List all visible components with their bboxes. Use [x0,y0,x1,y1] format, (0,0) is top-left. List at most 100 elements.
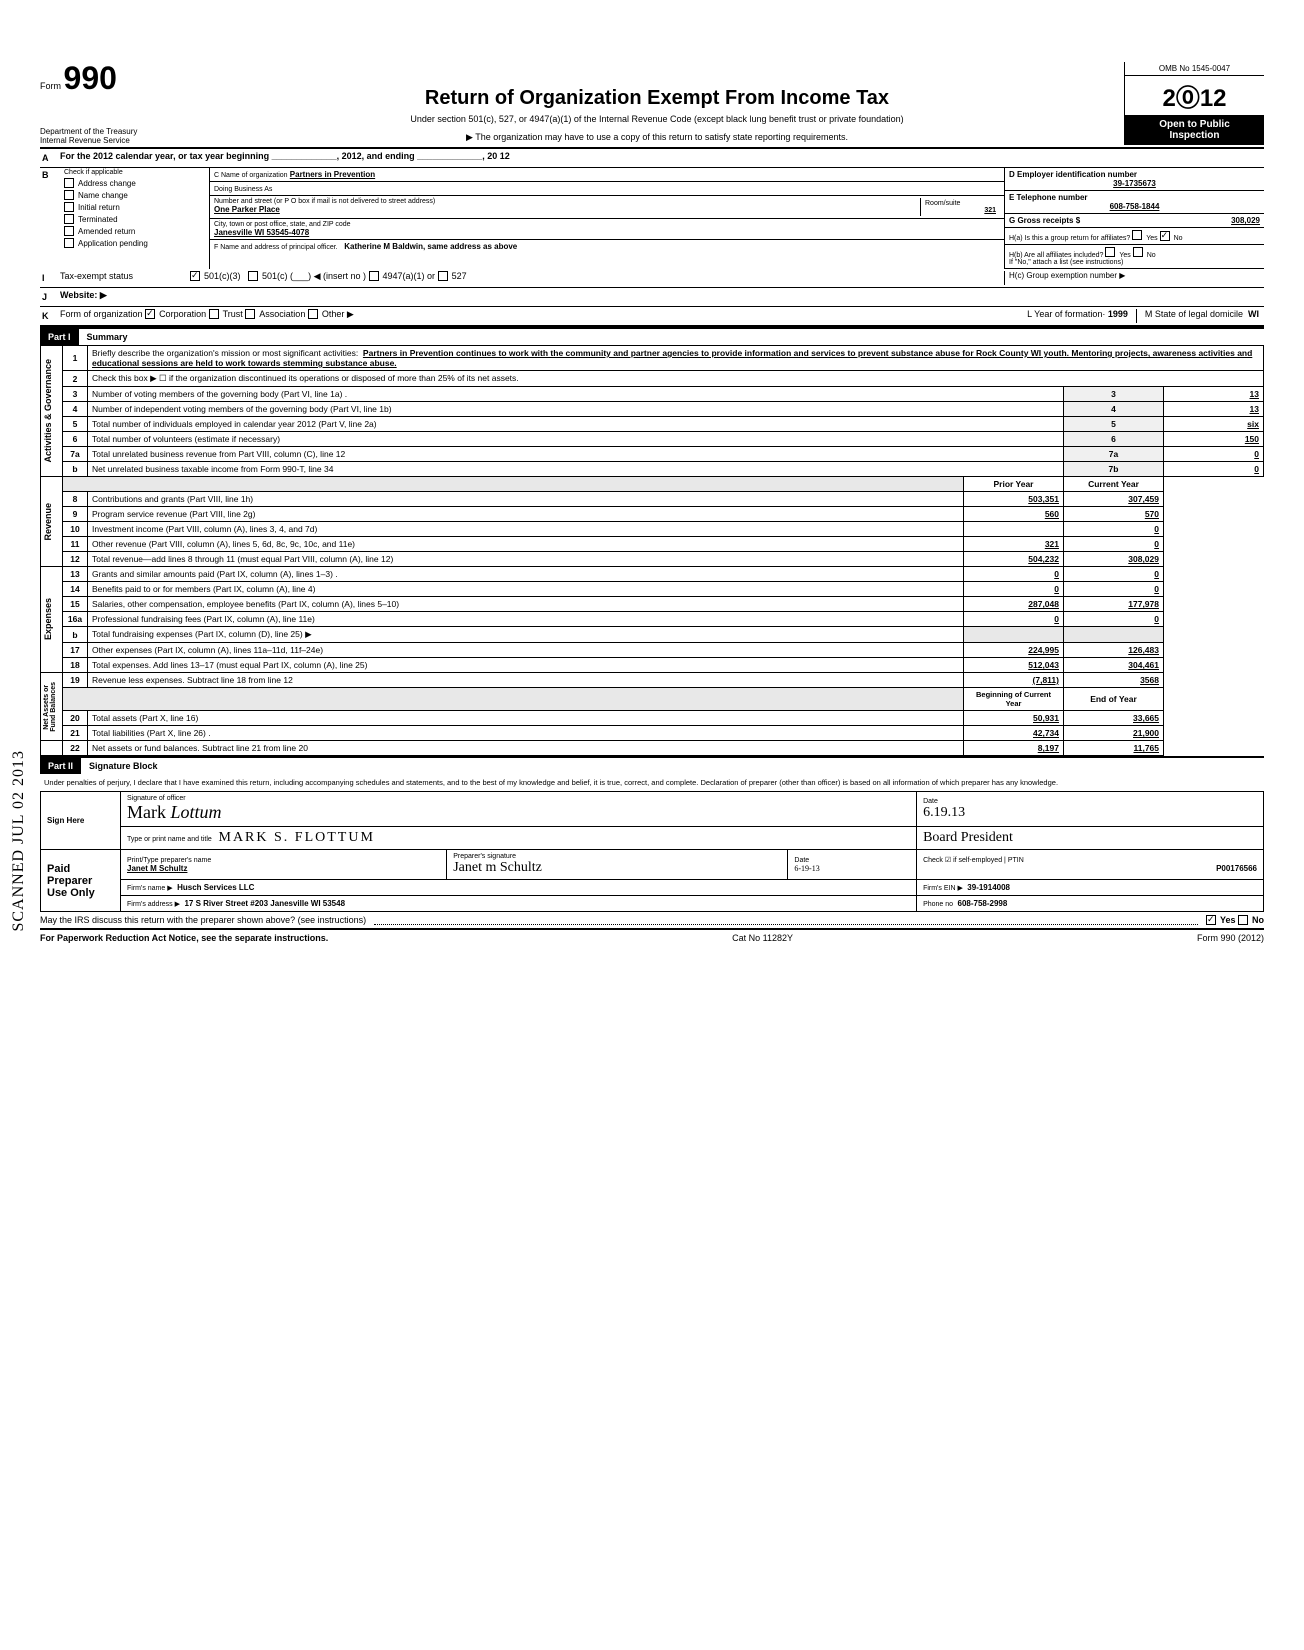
part-2-header: Part II [40,758,81,774]
501c-checkbox[interactable] [248,271,258,281]
no-label: No [1174,235,1183,242]
firm-ein-value: 39-1914008 [967,883,1010,892]
no-label: No [1252,915,1264,925]
prep-sig-label: Preparer's signature [453,853,781,860]
dba-row: Doing Business As [210,182,1004,196]
current-year-header: Current Year [1064,477,1164,492]
check-terminated[interactable]: Terminated [60,213,209,225]
line-3-num: 3 [63,387,88,402]
line-10-curr: 0 [1064,522,1164,537]
right-info-column: D Employer identification number 39-1735… [1004,168,1264,269]
ha-no-checkbox[interactable] [1160,231,1170,241]
other-checkbox[interactable] [308,309,318,319]
discuss-no-checkbox[interactable] [1238,915,1248,925]
officer-signature: Mark Lottum [127,802,910,823]
officer-date-label: Date [923,798,1257,805]
line-6-text: Total number of volunteers (estimate if … [88,432,1064,447]
line-15-num: 15 [63,597,88,612]
firm-phone-value: 608-758-2998 [958,899,1008,908]
check-initial-return[interactable]: Initial return [60,201,209,213]
line-2-text: Check this box ▶ ☐ if the organization d… [88,371,1264,387]
check-label: Amended return [78,227,135,236]
firm-ein-label: Firm's EIN ▶ [923,885,963,892]
line-18-curr: 304,461 [1064,658,1164,673]
check-name-change[interactable]: Name change [60,189,209,201]
line-b-label: B [40,168,60,269]
line-21-curr: 21,900 [1064,726,1164,741]
cat-number: Cat No 11282Y [732,933,793,943]
line-18-num: 18 [63,658,88,673]
line-15-curr: 177,978 [1064,597,1164,612]
ha-yes-checkbox[interactable] [1132,230,1142,240]
line-6-box: 6 [1064,432,1164,447]
line-7b-num: b [63,462,88,477]
501c3-label: 501(c)(3) [204,271,241,285]
check-label: Address change [78,179,136,188]
line-6-num: 6 [63,432,88,447]
trust-checkbox[interactable] [209,309,219,319]
check-address-change[interactable]: Address change [60,177,209,189]
527-checkbox[interactable] [438,271,448,281]
line-3-val: 13 [1164,387,1264,402]
phone-row: E Telephone number 608-758-1844 [1005,191,1264,214]
assoc-checkbox[interactable] [245,309,255,319]
line-6-val: 150 [1164,432,1264,447]
line-4-num: 4 [63,402,88,417]
line-2-num: 2 [63,371,88,387]
dba-label: Doing Business As [214,186,272,193]
line-j-label: J [40,290,60,304]
prep-date-cell: Date 6-19-13 [788,850,917,880]
line-8-num: 8 [63,492,88,507]
right-header-box: OMB No 1545-0047 2⓪12 Open to Public Ins… [1124,62,1264,145]
hb-no-checkbox[interactable] [1133,247,1143,257]
ha-label: H(a) Is this a group return for affiliat… [1009,235,1130,242]
firm-ein-cell: Firm's EIN ▶ 39-1914008 [917,880,1264,896]
prep-name-label: Print/Type preparer's name [127,857,440,864]
form-number-box: Form 990 Department of the Treasury Inte… [40,60,190,145]
line-18-prior: 512,043 [964,658,1064,673]
other-label: Other ▶ [322,309,354,323]
sign-here-label: Sign Here [41,792,121,850]
address-row: Number and street (or P O box if mail is… [210,196,1004,219]
ptin-value: P00176566 [923,864,1257,873]
org-info-column: C Name of organization Partners in Preve… [210,168,1004,269]
title-box: Return of Organization Exempt From Incom… [190,87,1124,145]
form-org-label: Form of organization [60,309,143,323]
line-20-text: Total assets (Part X, line 16) [88,711,964,726]
discuss-yes-checkbox[interactable] [1206,915,1216,925]
check-label: Application pending [78,239,148,248]
line-14-text: Benefits paid to or for members (Part IX… [88,582,964,597]
prep-sig-cell: Preparer's signature Janet m Schultz [447,850,788,880]
line-i-label: I [40,271,60,285]
line-1-num: 1 [63,346,88,371]
officer-date-value: 6.19.13 [923,805,1257,821]
check-amended[interactable]: Amended return [60,225,209,237]
hb-yes-checkbox[interactable] [1105,247,1115,257]
prep-name-value: Janet M Schultz [127,864,440,873]
501c3-checkbox[interactable] [190,271,200,281]
check-label: Initial return [78,203,120,212]
line-5-text: Total number of individuals employed in … [88,417,1064,432]
corp-checkbox[interactable] [145,309,155,319]
line-1-label: Briefly describe the organization's miss… [92,348,358,358]
check-pending[interactable]: Application pending [60,237,209,249]
city-value: Janesville WI 53545-4078 [214,228,1000,237]
officer-label: F Name and address of principal officer. [214,244,338,251]
part-1-title: Summary [87,332,128,342]
firm-phone-label: Phone no [923,901,953,908]
4947-label: 4947(a)(1) or [383,271,436,285]
line-13-prior: 0 [964,567,1064,582]
line-13-num: 13 [63,567,88,582]
blank-cell [63,688,964,711]
ptin-cell: Check ☑ if self-employed | PTIN P0017656… [917,850,1264,880]
firm-addr-value: 17 S River Street #203 Janesville WI 535… [184,899,345,908]
irs-discuss-row: May the IRS discuss this return with the… [40,912,1264,930]
4947-checkbox[interactable] [369,271,379,281]
line-7a-text: Total unrelated business revenue from Pa… [88,447,1064,462]
line-12-curr: 308,029 [1064,552,1164,567]
line-5-val: six [1164,417,1264,432]
line-a-label: A [40,151,60,165]
line-10-num: 10 [63,522,88,537]
line-17-num: 17 [63,643,88,658]
city-row: City, town or post office, state, and ZI… [210,219,1004,240]
